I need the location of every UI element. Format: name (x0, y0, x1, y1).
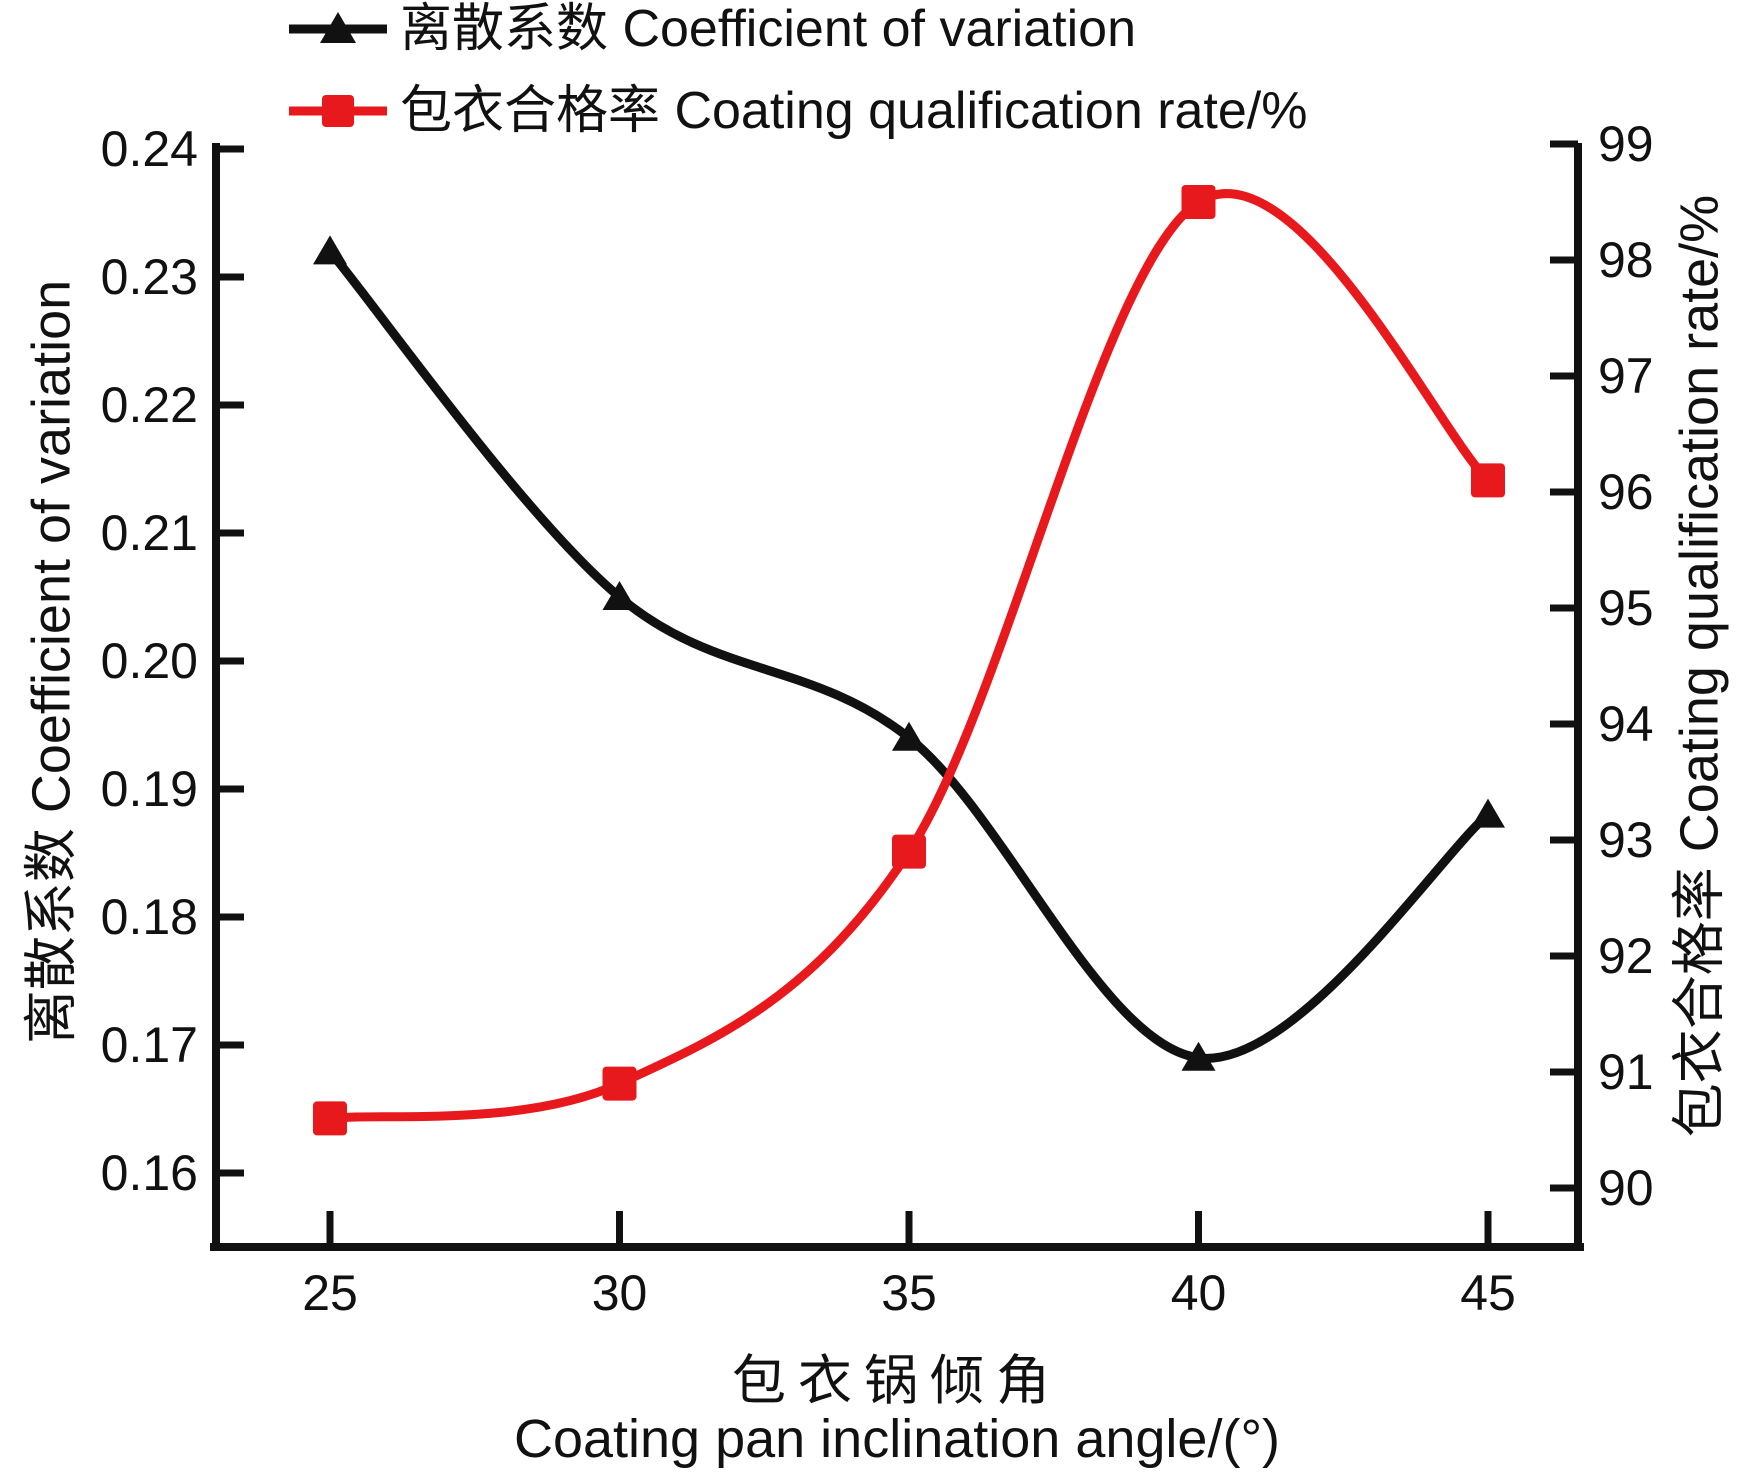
right-axis-tick-label: 95 (1598, 580, 1654, 636)
right-axis-tick-label: 90 (1598, 1160, 1654, 1216)
x-axis-tick-label: 25 (302, 1265, 358, 1321)
y-axis-title-right: 包衣合格率 Coating qualification rate/% (1669, 194, 1730, 1138)
x-axis-title-en: Coating pan inclination angle/(°) (513, 1409, 1281, 1469)
data-marker-triangle (1181, 1041, 1216, 1071)
left-axis-tick-label: 0.23 (101, 249, 198, 305)
right-axis-tick-label: 93 (1598, 812, 1654, 868)
left-axis-tick-label: 0.22 (101, 377, 198, 433)
x-axis-tick-label: 30 (592, 1265, 648, 1321)
right-axis-tick-label: 99 (1598, 116, 1654, 172)
data-marker-triangle (1471, 798, 1505, 828)
right-axis-tick-label: 91 (1598, 1044, 1654, 1100)
left-axis-tick-label: 0.20 (101, 633, 198, 689)
x-axis-tick-label: 40 (1171, 1265, 1227, 1321)
right-axis-tick-label: 98 (1598, 232, 1654, 288)
left-axis-tick-label: 0.17 (101, 1017, 198, 1073)
data-marker-square (892, 834, 926, 869)
data-marker-triangle (602, 581, 637, 610)
right-axis-tick-label: 97 (1598, 348, 1654, 404)
left-axis-tick-label: 0.19 (101, 761, 198, 817)
right-axis-tick-label: 96 (1598, 464, 1654, 520)
legend-label-coefficient: 离散系数 Coefficient of variation (400, 0, 1136, 58)
left-axis-tick-label: 0.21 (101, 505, 198, 561)
y-axis-title-left: 离散系数 Coefficient of variation (21, 279, 82, 1045)
legend: 离散系数 Coefficient of variation 包衣合格率 Coat… (286, 0, 1308, 140)
left-axis-tick-label: 0.24 (101, 121, 198, 177)
series-line-rate (325, 189, 1493, 1123)
x-axis-tick-label: 35 (881, 1265, 937, 1321)
legend-label-rate: 包衣合格率 Coating qualification rate/% (400, 82, 1308, 140)
data-marker-triangle (892, 721, 926, 751)
right-axis-tick-label: 92 (1598, 928, 1654, 984)
data-marker-square (602, 1066, 637, 1101)
legend-item-rate: 包衣合格率 Coating qualification rate/% (286, 82, 1308, 140)
series-line-coefficient (325, 246, 1493, 1063)
right-axis-tick-label: 94 (1598, 696, 1654, 752)
square-marker-icon (322, 95, 354, 127)
data-marker-square (1181, 185, 1216, 219)
left-axis-tick-label: 0.16 (101, 1145, 198, 1201)
legend-swatch-rate (289, 95, 387, 127)
data-marker-square (1471, 463, 1505, 498)
legend-item-coefficient: 离散系数 Coefficient of variation (286, 0, 1308, 58)
legend-swatch-coefficient (289, 12, 387, 43)
x-axis-title-zh: 包衣锅倾角 (732, 1351, 1062, 1411)
data-marker-triangle (313, 235, 347, 265)
x-axis-tick-label: 45 (1460, 1265, 1516, 1321)
data-marker-square (313, 1101, 347, 1136)
left-axis-tick-label: 0.18 (101, 889, 198, 945)
triangle-marker-icon (320, 12, 356, 43)
